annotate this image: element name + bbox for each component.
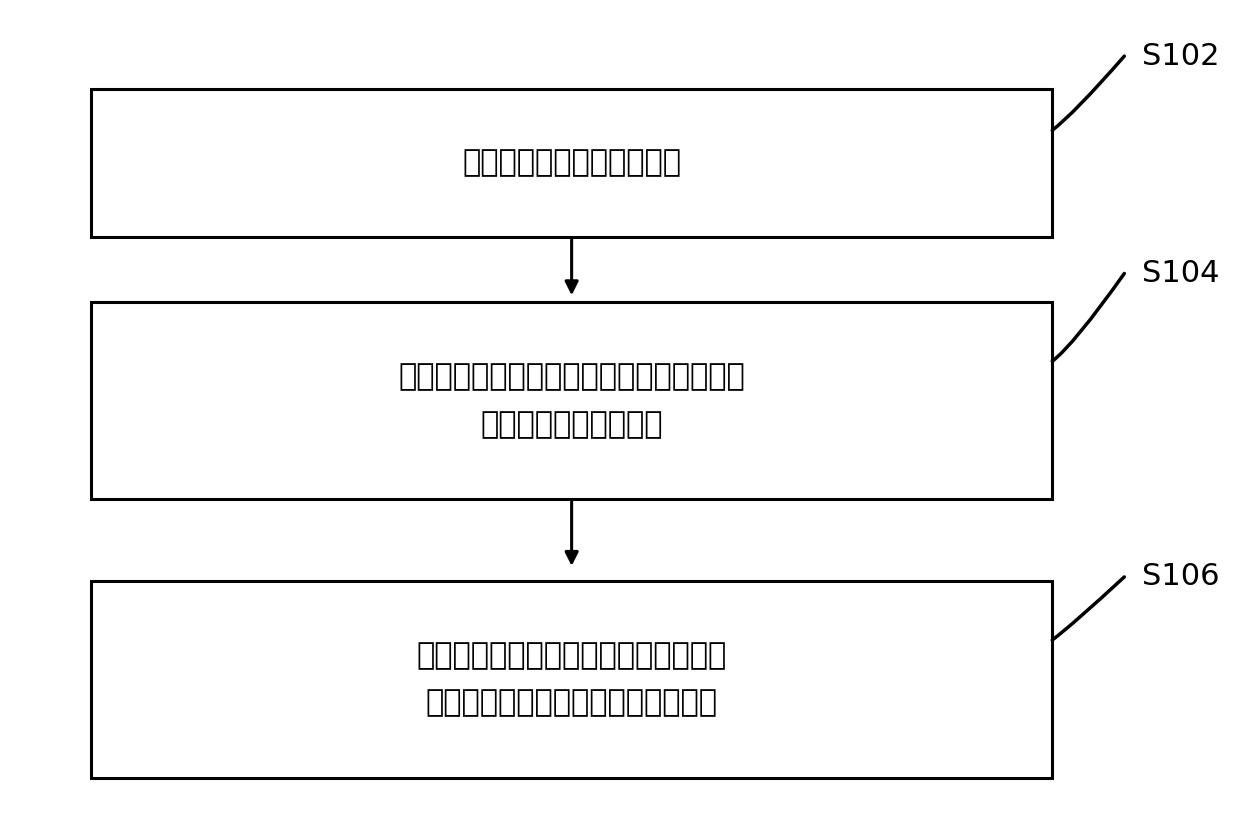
- Text: 获取双液压装置各自的负载: 获取双液压装置各自的负载: [463, 148, 681, 178]
- Text: S104: S104: [1142, 259, 1220, 288]
- Text: 根据比较的结果控制双液压装置的运行
速度，使双液压装置的运行速度匹配: 根据比较的结果控制双液压装置的运行 速度，使双液压装置的运行速度匹配: [417, 641, 727, 717]
- Text: S106: S106: [1142, 562, 1220, 591]
- Text: 将上述双液压装置各自的负载分别与各自的
预设负载范围进行比较: 将上述双液压装置各自的负载分别与各自的 预设负载范围进行比较: [398, 363, 745, 439]
- FancyBboxPatch shape: [91, 302, 1053, 499]
- FancyBboxPatch shape: [91, 581, 1053, 778]
- FancyBboxPatch shape: [91, 89, 1053, 237]
- Text: S102: S102: [1142, 42, 1220, 71]
